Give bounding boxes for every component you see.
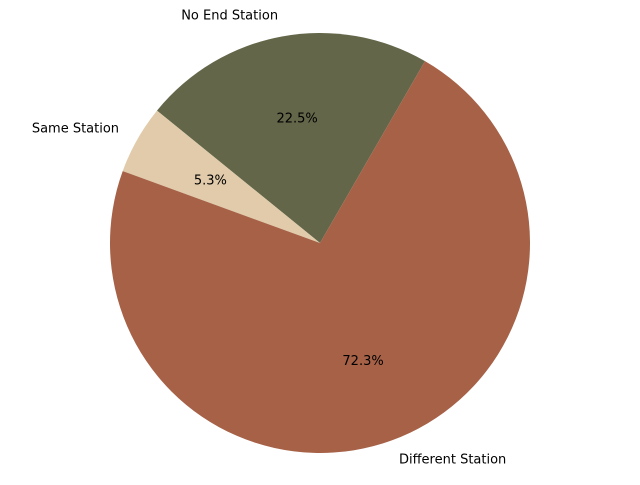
pie-slice-same-station xyxy=(122,110,320,243)
slice-label: Different Station xyxy=(399,453,506,468)
slice-percentage-label: 72.3% xyxy=(342,354,383,369)
pie-slice-different-station xyxy=(110,61,531,453)
slice-percentage-label: 22.5% xyxy=(276,112,317,127)
pie-slice-no-end-station xyxy=(156,33,426,243)
slice-percentage-label: 5.3% xyxy=(194,173,227,188)
pie-slices xyxy=(110,33,531,453)
slice-label: No End Station xyxy=(181,8,278,23)
slice-label: Same Station xyxy=(32,122,119,137)
pie-labels: No End Station 22.5% Same Station 5.3% Diffe… xyxy=(32,8,506,467)
